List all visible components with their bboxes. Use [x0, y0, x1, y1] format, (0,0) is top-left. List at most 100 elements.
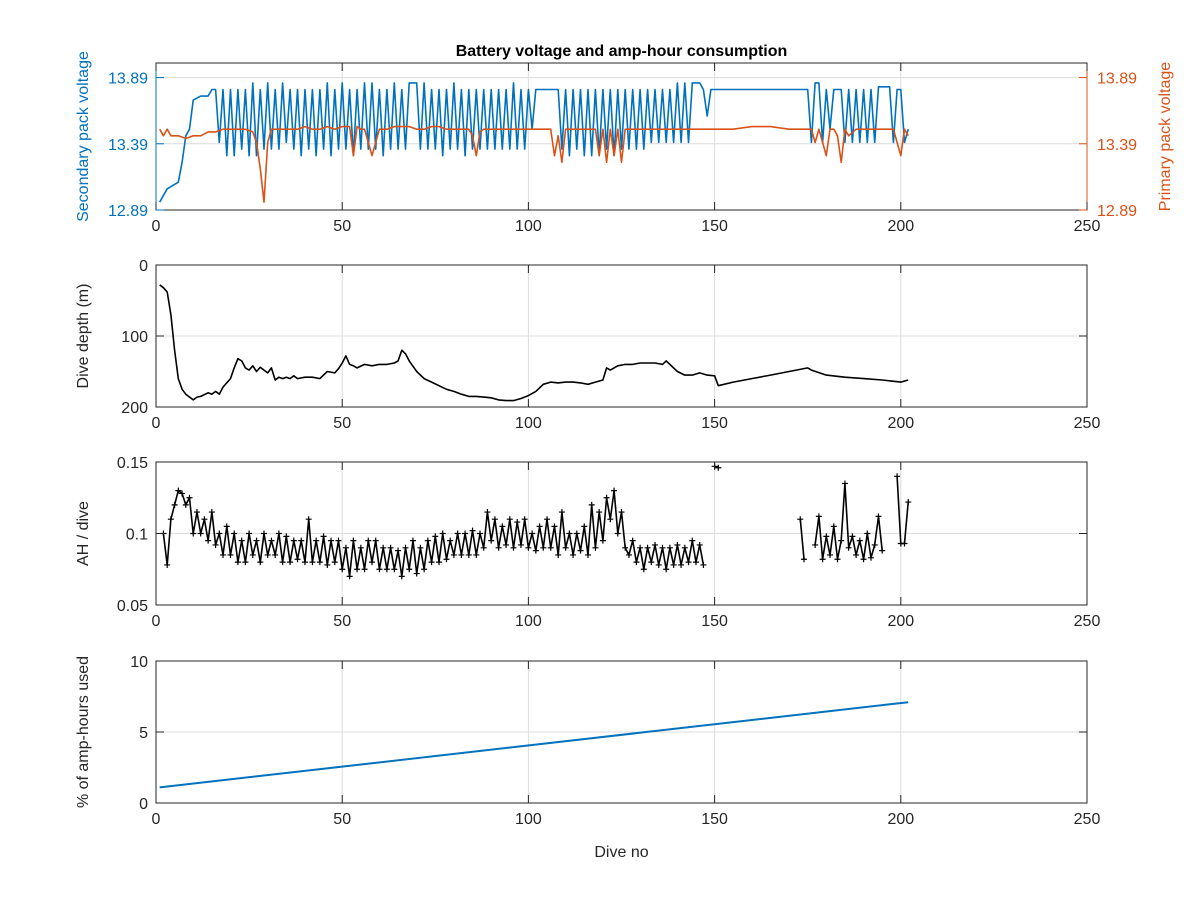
data-point-marker	[309, 559, 316, 566]
data-point-marker	[335, 537, 342, 544]
data-point-marker	[164, 561, 171, 568]
data-point-marker	[611, 487, 618, 494]
series-line-depth-0	[159, 284, 909, 402]
data-point-marker	[443, 556, 450, 563]
data-point-marker	[242, 559, 249, 566]
x-tick-label: 150	[701, 613, 728, 630]
chart-depth: 0 50 100 150 200 250 0 100 200 Dive depth (m)	[75, 258, 1100, 432]
data-point-marker	[905, 499, 912, 506]
data-point-marker	[663, 566, 670, 573]
x-tick-label: 50	[333, 811, 351, 828]
data-point-marker	[584, 551, 591, 558]
data-point-marker	[383, 566, 390, 573]
data-point-marker	[458, 551, 465, 558]
data-point-marker	[845, 544, 852, 551]
data-point-marker	[462, 530, 469, 537]
data-point-marker	[339, 566, 346, 573]
data-point-marker	[294, 556, 301, 563]
data-point-marker	[715, 464, 722, 471]
data-point-marker	[841, 480, 848, 487]
data-point-marker	[421, 566, 428, 573]
chart-voltage: 0 50 100 150 200 25012.8913.3913.8912.8913.39…	[75, 43, 1174, 235]
data-point-marker	[328, 537, 335, 544]
data-point-marker	[476, 530, 483, 537]
data-point-marker	[354, 566, 361, 573]
data-point-marker	[540, 544, 547, 551]
data-point-marker	[260, 530, 267, 537]
data-point-marker	[871, 541, 878, 548]
data-point-marker	[491, 516, 498, 523]
data-point-marker	[570, 551, 577, 558]
data-point-marker	[417, 544, 424, 551]
data-point-marker	[495, 544, 502, 551]
chart-title: Battery voltage and amp-hour consumption	[456, 43, 788, 60]
y-tick-label: 0.15	[117, 455, 148, 472]
data-point-marker	[454, 530, 461, 537]
series-line-voltage-0	[159, 82, 909, 203]
x-tick-label: 250	[1074, 811, 1101, 828]
data-point-marker	[238, 537, 245, 544]
data-point-marker	[182, 501, 189, 508]
data-point-marker	[499, 523, 506, 530]
data-point-marker	[797, 516, 804, 523]
data-point-marker	[521, 516, 528, 523]
data-point-marker	[406, 566, 413, 573]
data-point-marker	[607, 516, 614, 523]
data-point-marker	[398, 573, 405, 580]
data-point-marker	[685, 559, 692, 566]
data-point-marker	[614, 530, 621, 537]
data-point-marker	[622, 544, 629, 551]
data-point-marker	[246, 530, 253, 537]
data-point-marker	[488, 537, 495, 544]
data-point-marker	[700, 561, 707, 568]
data-point-marker	[424, 537, 431, 544]
data-point-marker	[372, 537, 379, 544]
data-point-marker	[815, 513, 822, 520]
data-point-marker	[298, 537, 305, 544]
x-tick-label: 200	[887, 613, 914, 630]
data-point-marker	[875, 513, 882, 520]
y-axis-label: Secondary pack voltage	[75, 51, 92, 222]
data-point-marker	[287, 559, 294, 566]
data-point-marker	[376, 566, 383, 573]
data-point-marker	[208, 509, 215, 516]
x-tick-label: 0	[152, 613, 161, 630]
data-point-marker	[532, 547, 539, 554]
data-point-marker	[558, 509, 565, 516]
data-point-marker	[637, 544, 644, 551]
data-point-marker	[853, 551, 860, 558]
y-axis-label: Dive depth (m)	[75, 284, 92, 389]
data-point-marker	[588, 501, 595, 508]
data-point-marker	[640, 566, 647, 573]
data-point-marker	[864, 530, 871, 537]
x-tick-label: 250	[1074, 218, 1101, 235]
data-point-marker	[480, 544, 487, 551]
data-point-marker	[692, 559, 699, 566]
data-point-marker	[220, 551, 227, 558]
x-tick-label: 250	[1074, 613, 1101, 630]
data-point-marker	[856, 537, 863, 544]
data-point-marker	[562, 544, 569, 551]
y-tick-label: 13.89	[108, 71, 148, 88]
data-point-marker	[350, 537, 357, 544]
right-y-tick-label: 12.89	[1097, 203, 1137, 220]
data-point-marker	[599, 537, 606, 544]
data-point-marker	[253, 537, 260, 544]
x-tick-label: 200	[887, 218, 914, 235]
y-tick-label: 0	[139, 796, 148, 813]
data-point-marker	[506, 516, 513, 523]
data-point-marker	[681, 544, 688, 551]
data-point-marker	[644, 544, 651, 551]
data-point-marker	[272, 551, 279, 558]
data-point-marker	[849, 533, 856, 540]
data-point-marker	[439, 530, 446, 537]
data-point-marker	[659, 544, 666, 551]
data-point-marker	[678, 561, 685, 568]
data-point-marker	[819, 556, 826, 563]
data-point-marker	[596, 509, 603, 516]
data-point-marker	[450, 551, 457, 558]
data-point-marker	[838, 537, 845, 544]
x-tick-label: 0	[152, 218, 161, 235]
data-point-marker	[879, 547, 886, 554]
data-point-marker	[469, 527, 476, 534]
